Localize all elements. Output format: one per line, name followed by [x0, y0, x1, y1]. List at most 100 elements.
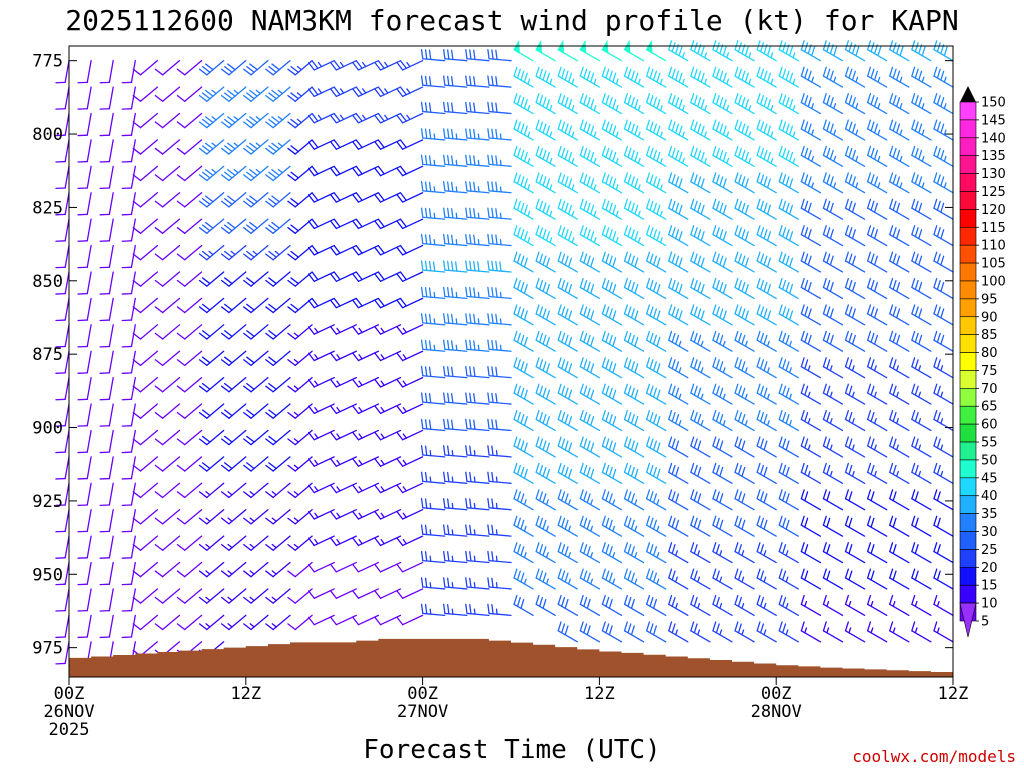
barb-staff	[778, 630, 799, 643]
barb-full	[586, 387, 591, 398]
barb-full	[690, 621, 695, 632]
barb-staff	[822, 101, 844, 115]
wind-barb	[443, 260, 468, 273]
barb-full	[352, 246, 360, 256]
barb-staff	[161, 165, 181, 182]
barb-full	[400, 113, 407, 122]
barb-full	[693, 121, 698, 132]
barb-full	[447, 75, 450, 87]
barb-full	[198, 359, 208, 367]
barb-staff	[866, 181, 888, 194]
barb-full	[538, 279, 544, 291]
barb-half	[829, 470, 833, 477]
wind-barb	[374, 192, 402, 203]
barb-full	[224, 330, 233, 338]
barb-full	[668, 410, 673, 421]
barb-staff	[866, 471, 888, 484]
barb-full	[914, 412, 919, 423]
barb-full	[933, 568, 938, 579]
barb-half	[549, 237, 553, 244]
wind-barb	[712, 410, 733, 432]
barb-staff	[822, 445, 844, 458]
wind-barb	[623, 436, 645, 458]
barb-half	[255, 142, 261, 147]
barb-full	[205, 169, 214, 176]
barb-half	[855, 182, 859, 189]
barb-full	[668, 119, 673, 130]
wind-barb	[911, 330, 932, 352]
barb-full	[627, 147, 632, 158]
barb-full	[712, 198, 717, 209]
barb-staff	[139, 297, 159, 314]
barb-half	[829, 418, 833, 425]
barb-full	[690, 198, 695, 209]
wind-barb	[176, 350, 203, 367]
barb-half	[205, 517, 211, 522]
wind-barb	[734, 410, 755, 432]
wind-barb	[265, 297, 291, 314]
barb-full	[243, 359, 252, 367]
barb-full	[205, 63, 214, 71]
wind-barb	[866, 489, 888, 511]
barb-staff	[712, 181, 733, 194]
source-credit[interactable]: coolwx.com/models	[852, 747, 1016, 766]
barb-staff	[139, 324, 159, 340]
wind-barb	[557, 198, 578, 220]
wind-barb	[132, 509, 159, 525]
barb-full	[198, 491, 208, 499]
wind-barb	[778, 489, 799, 511]
barb-half	[455, 344, 458, 352]
x-tick-label: 00Z	[407, 684, 438, 704]
barb-full	[473, 49, 476, 61]
barb-half	[826, 600, 830, 608]
barb-staff	[357, 456, 380, 467]
wind-barb	[579, 304, 601, 326]
wind-barb	[465, 524, 490, 537]
barb-full	[538, 227, 544, 238]
barb-staff	[228, 509, 247, 525]
barb-half	[593, 105, 597, 112]
barb-full	[499, 261, 502, 272]
barb-full	[495, 49, 498, 61]
barb-full	[424, 339, 428, 351]
barb-full	[623, 621, 628, 632]
barb-staff	[800, 550, 822, 564]
barb-staff	[161, 60, 181, 76]
wind-barb	[330, 60, 357, 71]
barb-full	[605, 596, 610, 608]
barb-full	[712, 330, 717, 341]
wind-barb	[55, 641, 70, 665]
barb-full	[804, 147, 809, 158]
barb-staff	[444, 401, 468, 405]
barb-full	[826, 253, 831, 264]
barb-full	[715, 227, 720, 238]
barb-half	[675, 576, 678, 583]
wind-barb	[800, 172, 822, 194]
barb-full	[311, 245, 319, 254]
barb-full	[583, 227, 588, 238]
barb-full	[778, 198, 783, 209]
barb-full	[469, 524, 472, 536]
barb-staff	[668, 603, 689, 617]
wind-barb	[121, 86, 136, 110]
barb-full	[936, 95, 941, 106]
barb-staff	[422, 454, 446, 458]
wind-barb	[99, 614, 114, 639]
barb-full	[782, 95, 787, 106]
barb-pennant	[557, 39, 565, 54]
barb-full	[892, 279, 897, 291]
barb-staff	[64, 139, 70, 163]
barb-full	[833, 46, 838, 57]
wind-barb	[800, 383, 822, 405]
barb-half	[855, 129, 859, 136]
barb-full	[523, 204, 528, 215]
barb-staff	[108, 482, 114, 506]
wind-barb	[579, 145, 601, 167]
barb-full	[290, 224, 299, 232]
wind-barb	[601, 436, 623, 458]
barb-full	[567, 125, 573, 136]
barb-staff	[64, 86, 70, 110]
barb-half	[380, 486, 385, 492]
colorbar-label: 85	[981, 328, 998, 343]
barb-full	[132, 359, 142, 367]
